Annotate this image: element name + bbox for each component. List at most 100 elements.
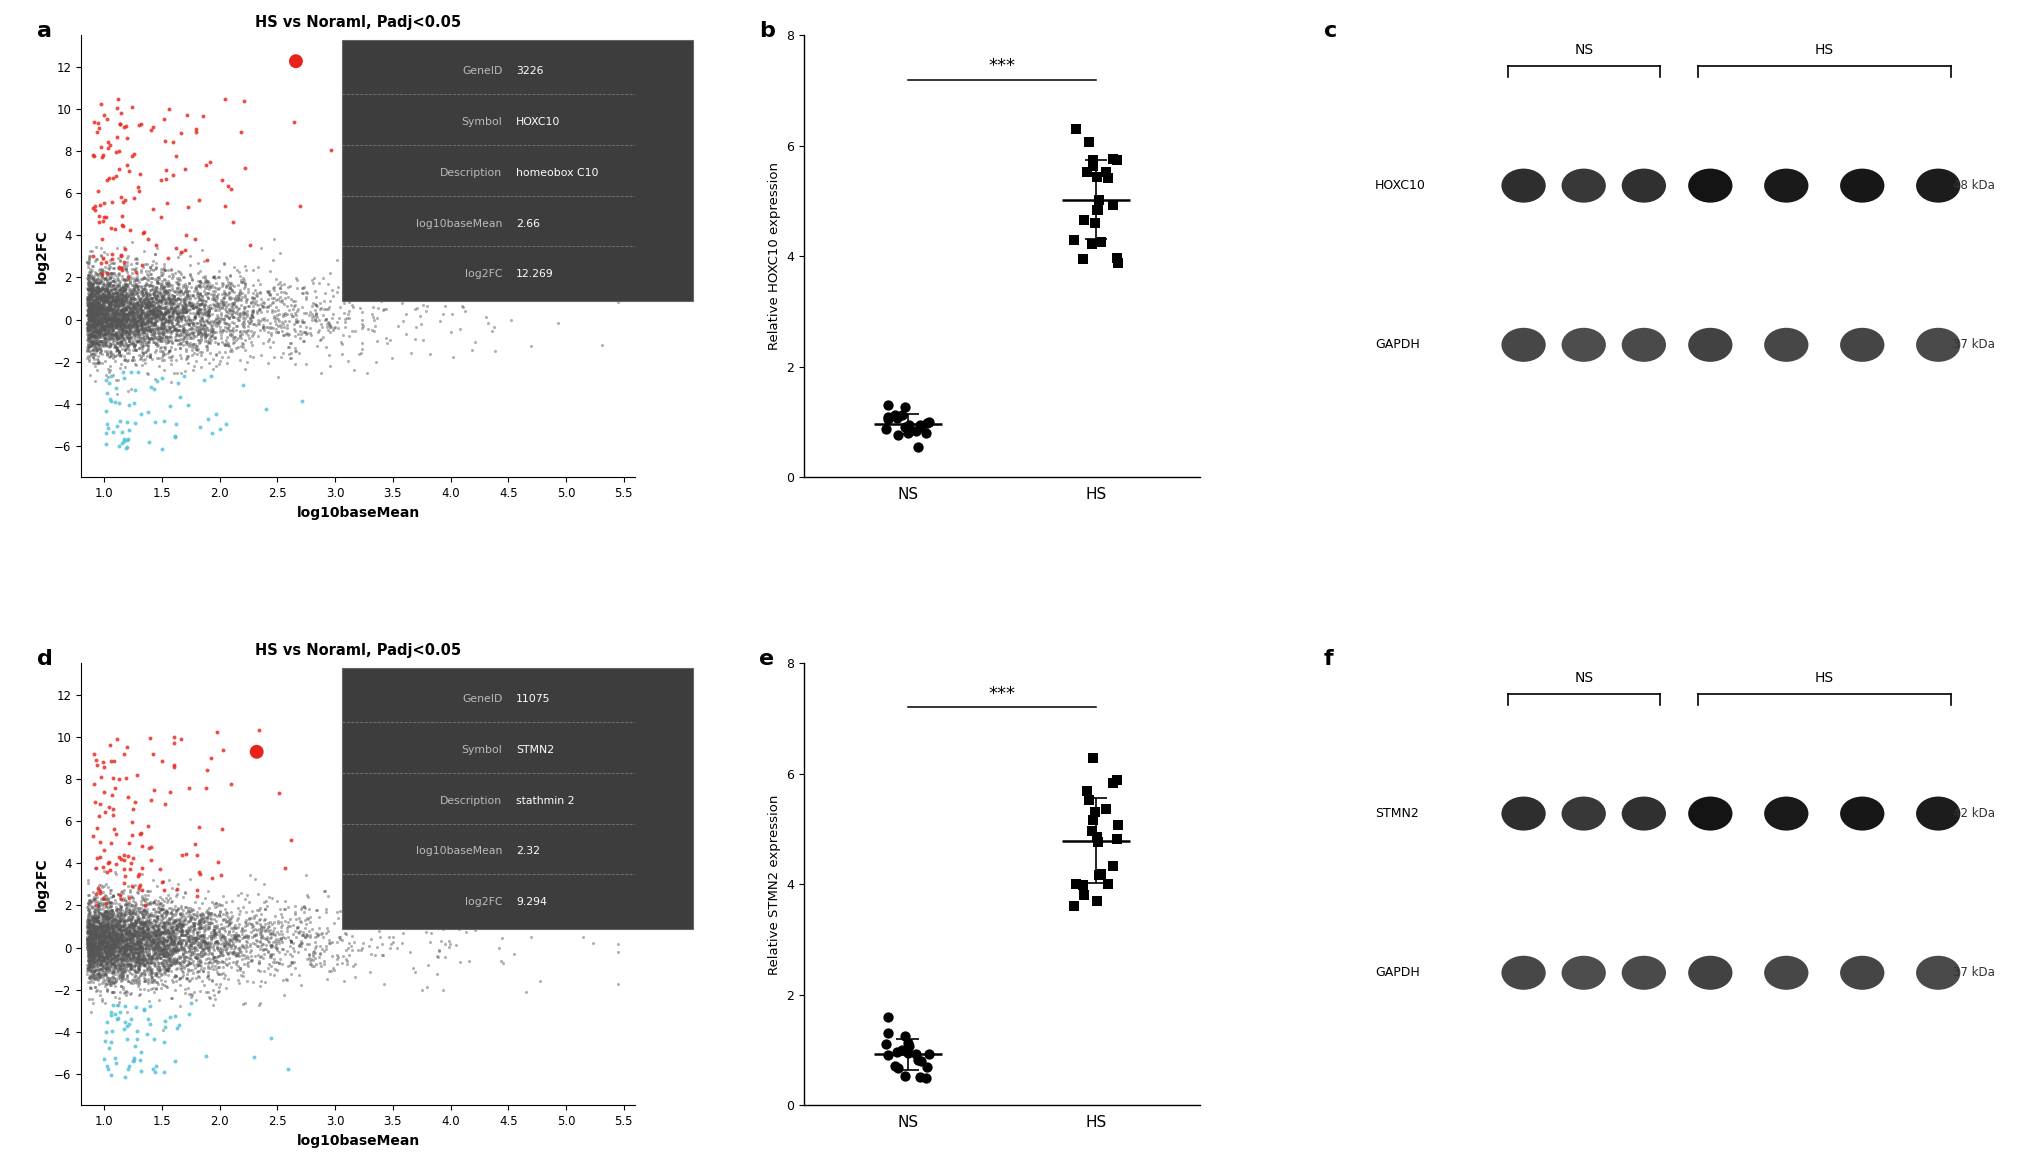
Point bbox=[201, 933, 234, 951]
Point bbox=[106, 286, 138, 305]
Point bbox=[191, 279, 224, 298]
Point bbox=[83, 294, 116, 313]
Point bbox=[169, 984, 201, 1003]
Point bbox=[144, 263, 177, 282]
Point bbox=[163, 294, 195, 313]
Point bbox=[209, 902, 242, 921]
Point bbox=[71, 928, 104, 947]
Point bbox=[124, 949, 156, 968]
Point bbox=[124, 312, 156, 330]
Point bbox=[152, 301, 185, 320]
Point bbox=[93, 290, 126, 309]
Point bbox=[93, 300, 126, 319]
Point bbox=[177, 299, 209, 318]
Point bbox=[201, 294, 234, 313]
Point bbox=[91, 854, 124, 873]
Point bbox=[301, 295, 333, 314]
Point bbox=[256, 293, 289, 312]
Point bbox=[175, 949, 207, 968]
Point bbox=[89, 269, 122, 288]
Point bbox=[100, 915, 132, 934]
Point bbox=[71, 940, 104, 958]
Point bbox=[189, 329, 221, 348]
Point bbox=[91, 322, 124, 341]
Point bbox=[100, 942, 132, 961]
Point bbox=[142, 954, 175, 973]
Point bbox=[138, 963, 171, 982]
Point bbox=[89, 281, 122, 300]
Point bbox=[154, 893, 187, 911]
Point bbox=[122, 328, 154, 347]
Point bbox=[75, 307, 108, 326]
Point bbox=[128, 296, 161, 315]
Point bbox=[75, 332, 108, 350]
Point bbox=[102, 326, 134, 345]
Point bbox=[108, 938, 140, 957]
Point bbox=[150, 282, 183, 301]
Point bbox=[71, 935, 104, 954]
Point bbox=[77, 926, 110, 944]
Point bbox=[152, 950, 185, 969]
Point bbox=[114, 922, 146, 941]
Point bbox=[110, 275, 142, 294]
Point bbox=[79, 908, 112, 927]
Point bbox=[81, 319, 114, 338]
Point bbox=[83, 922, 116, 941]
Point bbox=[75, 917, 108, 936]
Point bbox=[120, 949, 152, 968]
Point bbox=[108, 921, 140, 940]
Point bbox=[114, 321, 146, 340]
Point bbox=[91, 954, 124, 973]
Point bbox=[169, 882, 201, 901]
Point bbox=[146, 287, 179, 306]
Point bbox=[124, 308, 156, 327]
Point bbox=[1083, 191, 1116, 209]
Point bbox=[423, 942, 455, 961]
Point bbox=[142, 928, 175, 947]
Point bbox=[195, 928, 228, 947]
Point bbox=[100, 947, 132, 965]
Point bbox=[136, 931, 169, 950]
Point bbox=[148, 1063, 181, 1082]
Point bbox=[116, 301, 148, 320]
Point bbox=[126, 964, 158, 983]
Point bbox=[110, 413, 142, 432]
Point bbox=[104, 305, 136, 323]
Point bbox=[118, 285, 150, 303]
Point bbox=[81, 937, 114, 956]
Point bbox=[134, 302, 167, 321]
Point bbox=[83, 299, 116, 318]
Point bbox=[116, 915, 148, 934]
Point bbox=[81, 286, 114, 305]
Point bbox=[108, 314, 140, 333]
Text: b: b bbox=[760, 21, 774, 41]
Point bbox=[77, 944, 110, 963]
Point bbox=[173, 288, 205, 307]
Point bbox=[93, 309, 126, 328]
Point bbox=[163, 279, 195, 298]
Point bbox=[161, 309, 193, 328]
Point bbox=[128, 223, 161, 242]
Point bbox=[140, 320, 173, 339]
Point bbox=[89, 951, 122, 970]
Point bbox=[181, 906, 213, 924]
Point bbox=[167, 968, 199, 987]
Point bbox=[81, 312, 114, 330]
Point bbox=[142, 296, 175, 315]
Point bbox=[179, 279, 211, 298]
Point bbox=[189, 320, 221, 339]
Point bbox=[102, 305, 134, 323]
Point bbox=[73, 928, 106, 947]
Point bbox=[77, 962, 110, 981]
Point bbox=[185, 294, 217, 313]
Point bbox=[75, 957, 108, 976]
Point bbox=[118, 948, 150, 967]
Point bbox=[266, 928, 299, 947]
Point bbox=[77, 327, 110, 346]
Point bbox=[209, 343, 242, 362]
Point bbox=[126, 949, 158, 968]
Point bbox=[187, 281, 219, 300]
Point bbox=[140, 298, 173, 316]
Point bbox=[120, 924, 152, 943]
Point bbox=[262, 931, 295, 950]
